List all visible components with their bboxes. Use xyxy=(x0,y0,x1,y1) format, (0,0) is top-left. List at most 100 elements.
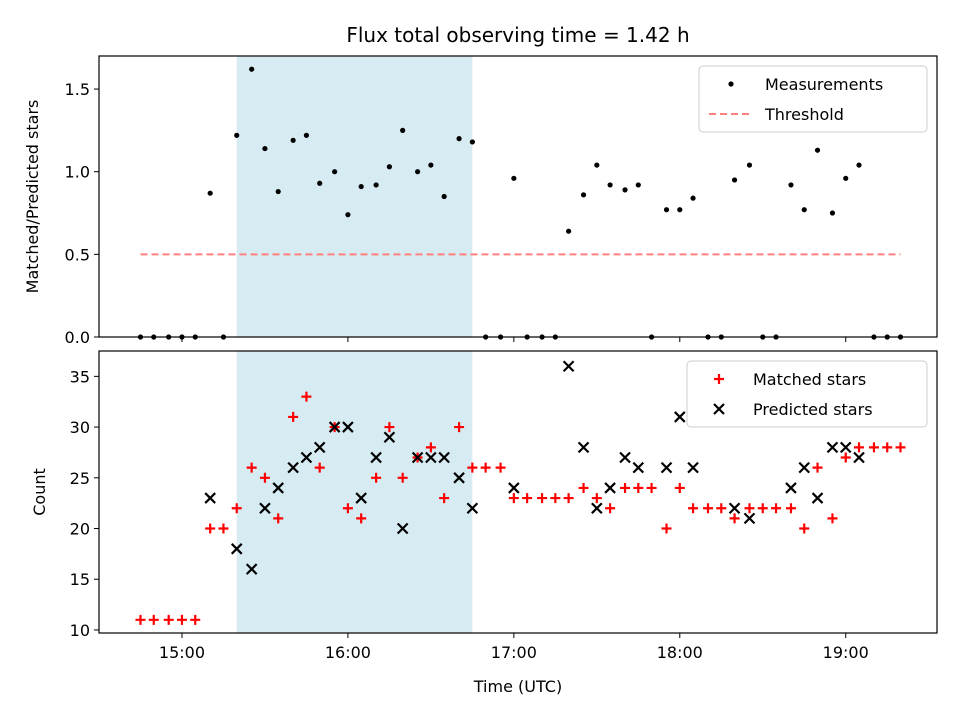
y-axis-label: Matched/Predicted stars xyxy=(23,100,42,294)
observing-window-band xyxy=(236,351,473,633)
predicted-star-point xyxy=(632,461,645,474)
measurement-point xyxy=(207,190,213,196)
matched-star-point xyxy=(799,523,810,534)
legend: Matched stars Predicted stars xyxy=(686,360,928,428)
matched-star-point xyxy=(605,503,616,514)
x-axis-label: Time (UTC) xyxy=(473,677,562,696)
y-tick-label: 10 xyxy=(70,621,90,640)
predicted-star-point xyxy=(313,441,326,454)
matched-star-point xyxy=(273,513,284,524)
y-tick-label: 1.0 xyxy=(65,163,90,182)
matched-star-point xyxy=(703,503,714,514)
predicted-star-point xyxy=(370,451,382,464)
measurement-point xyxy=(677,207,683,213)
measurement-point xyxy=(428,162,434,168)
measurement-point xyxy=(856,162,862,168)
x-tick-label: 19:00 xyxy=(823,643,869,662)
matched-star-point xyxy=(771,503,782,514)
measurement-point xyxy=(580,192,587,198)
y-tick-label: 0.0 xyxy=(65,328,90,347)
observing-window-band xyxy=(236,56,473,337)
matched-star-point xyxy=(785,503,796,514)
matched-star-point xyxy=(716,503,727,514)
axes-frame xyxy=(98,55,938,338)
x-tick-label: 18:00 xyxy=(657,643,703,662)
y-tick-label: 15 xyxy=(70,570,90,589)
matched-star-point xyxy=(467,462,478,473)
measurement-point xyxy=(415,169,421,175)
matched-star-point xyxy=(397,472,408,483)
legend-label: Matched stars xyxy=(753,370,866,389)
matched-star-point xyxy=(190,614,201,625)
measurement-point xyxy=(345,212,351,218)
matched-star-point xyxy=(342,503,353,514)
predicted-star-point xyxy=(508,482,520,494)
measurement-point xyxy=(511,175,517,181)
predicted-star-point xyxy=(853,451,865,464)
y-tick-label: 0.5 xyxy=(65,245,90,264)
y-axis-label: Count xyxy=(30,468,49,516)
x-tick-label: 15:00 xyxy=(159,643,205,662)
matched-star-point xyxy=(480,462,491,473)
matched-star-point xyxy=(454,422,465,433)
legend-matched-marker xyxy=(714,374,724,384)
matched-star-point xyxy=(148,614,159,625)
y-tick-label: 30 xyxy=(70,418,90,437)
measurement-point xyxy=(386,164,392,170)
matched-star-point xyxy=(882,442,893,453)
legend-label: Predicted stars xyxy=(753,400,873,419)
ratio-panel: 0.0 0.5 1.0 1.5 Matched/Predicted stars Measu… xyxy=(23,55,938,347)
predicted-star-point xyxy=(383,431,396,444)
measurement-point xyxy=(635,182,641,188)
predicted-star-point xyxy=(728,502,741,515)
matched-star-point xyxy=(812,462,823,473)
predicted-star-point xyxy=(839,441,852,454)
predicted-star-point xyxy=(355,492,367,504)
matched-star-point xyxy=(633,482,644,493)
measurement-point xyxy=(332,169,338,175)
matched-star-point xyxy=(384,422,395,433)
measurement-point xyxy=(469,139,475,145)
predicted-star-point xyxy=(577,441,590,454)
matched-star-point xyxy=(674,482,685,493)
matched-star-point xyxy=(661,523,672,534)
predicted-star-point xyxy=(562,360,575,372)
x-tick-label: 17:00 xyxy=(491,643,537,662)
legend-box xyxy=(698,65,928,133)
y-tick-label: 20 xyxy=(70,520,90,539)
matched-star-point xyxy=(495,462,506,473)
measurement-point xyxy=(843,175,849,181)
matched-star-point xyxy=(563,493,574,504)
measurement-point xyxy=(303,132,310,138)
predicted-star-point xyxy=(674,411,686,423)
matched-star-point xyxy=(259,472,270,483)
matched-star-point xyxy=(840,452,851,463)
predicted-star-point xyxy=(619,451,631,464)
measurement-point xyxy=(829,210,836,216)
legend-label: Threshold xyxy=(764,105,844,124)
x-tick-label: 16:00 xyxy=(325,643,371,662)
predicted-star-point xyxy=(466,502,479,515)
matched-star-point xyxy=(744,503,755,514)
predicted-star-point xyxy=(342,421,354,433)
matched-star-point xyxy=(508,493,519,504)
predicted-star-point xyxy=(798,461,811,474)
matched-star-point xyxy=(591,493,602,504)
predicted-star-point xyxy=(687,461,699,474)
measurement-point xyxy=(731,177,738,183)
predicted-star-point xyxy=(425,451,437,464)
matched-star-point xyxy=(218,523,229,534)
predicted-star-point xyxy=(591,502,603,515)
matched-star-point xyxy=(301,391,312,402)
matched-star-point xyxy=(854,442,865,453)
matched-star-point xyxy=(425,442,436,453)
measurement-point xyxy=(262,145,268,152)
y-tick-label: 1.5 xyxy=(65,80,90,99)
measurement-point xyxy=(290,137,296,143)
y-tick-label: 25 xyxy=(70,469,90,488)
matched-star-point xyxy=(246,462,257,473)
measurement-point xyxy=(814,147,821,153)
measurement-point xyxy=(456,136,462,142)
matched-star-point xyxy=(729,513,740,524)
